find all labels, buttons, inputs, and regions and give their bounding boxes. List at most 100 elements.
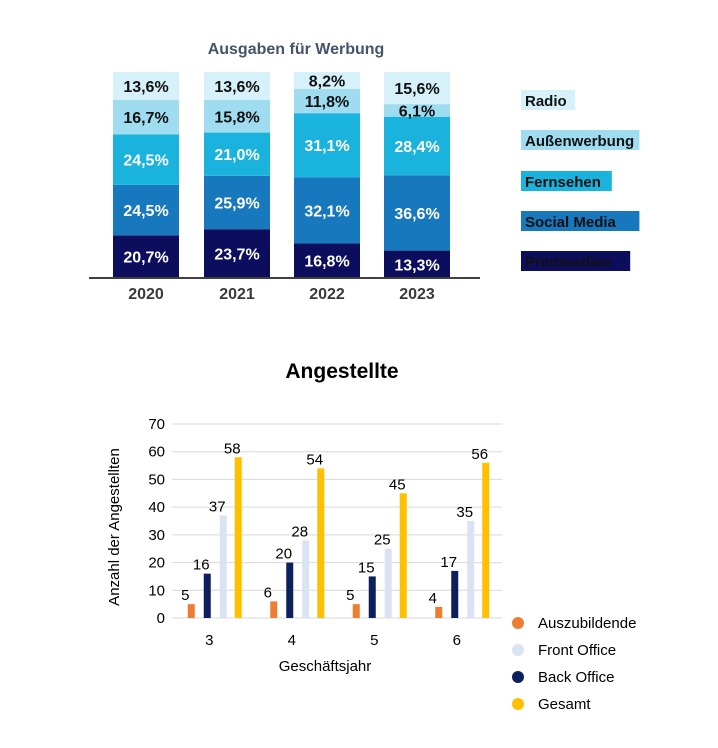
bar-gesamt-5: [399, 493, 407, 618]
data-label: 4: [429, 590, 437, 607]
data-label: 28,4%: [394, 139, 439, 156]
bar-außenwerbung-2022: [294, 88, 360, 114]
legend-marker: [512, 644, 524, 656]
x-tick-label: 5: [370, 632, 378, 649]
legend-swatch: [521, 171, 612, 191]
bar-radio-2020: [113, 72, 179, 101]
data-label: 16: [193, 557, 210, 574]
bar-gesamt-4: [317, 468, 325, 618]
data-label: 6,1%: [399, 103, 435, 120]
bar-social-media-2021: [204, 175, 270, 230]
data-label: 37: [209, 498, 226, 515]
data-label: 15,6%: [394, 81, 439, 98]
data-label: 36,6%: [394, 206, 439, 223]
bar-gesamt-3: [234, 457, 242, 618]
y-tick-label: 0: [157, 610, 165, 627]
bar-back-office-3: [203, 573, 211, 618]
data-label: 20,7%: [123, 250, 168, 267]
bar-fernsehen-2023: [384, 116, 450, 176]
data-label: 28: [291, 523, 308, 540]
data-label: 8,2%: [309, 73, 345, 90]
chart-title: Ausgaben für Werbung: [208, 41, 385, 58]
bar-radio-2022: [294, 72, 360, 89]
bar-gesamt-6: [482, 462, 490, 618]
bar-back-office-6: [451, 570, 459, 618]
bar-radio-2021: [204, 72, 270, 101]
legend-label: Auszubildende: [538, 615, 636, 632]
legend-swatch: [521, 251, 631, 271]
legend-label: Social Media: [525, 214, 617, 231]
legend-label: Printmedien: [525, 254, 612, 271]
advertising-spend-chart: Ausgaben für Werbung 20,7% 24,5% 24,5% 16,7…: [89, 41, 640, 303]
bar-radio-2023: [384, 72, 450, 105]
data-label: 25: [374, 532, 391, 549]
legend-label: Back Office: [538, 669, 614, 686]
bar-front-office-4: [302, 540, 310, 618]
bar-social-media-2020: [113, 184, 179, 236]
x-tick-labels: 3 4 5 6: [205, 632, 461, 649]
bar-printmedien-2021: [204, 229, 270, 278]
y-tick-labels: 0 10 20 30 40 50 60 70: [148, 416, 165, 627]
bar-back-office-5: [368, 576, 376, 618]
y-axis-title: Anzahl der Angestellten: [106, 448, 123, 606]
bar-front-office-5: [384, 548, 392, 618]
data-label: 32,1%: [304, 203, 349, 220]
x-tick-label: 2023: [399, 286, 435, 303]
data-label: 13,6%: [214, 79, 259, 96]
data-label: 16,8%: [304, 254, 349, 271]
data-label: 45: [389, 476, 406, 493]
y-tick-label: 10: [148, 582, 165, 599]
bar-social-media-2023: [384, 175, 450, 251]
data-label: 15: [358, 559, 375, 576]
bar-auszubildende-3: [187, 604, 195, 618]
legend-marker: [512, 617, 524, 629]
legend: Radio Außenwerbung Fernsehen Social Media Pr…: [521, 90, 640, 271]
legend-label: Radio: [525, 93, 567, 110]
data-label: 24,5%: [123, 153, 168, 170]
bar-auszubildende-5: [352, 604, 360, 618]
bar-printmedien-2020: [113, 235, 179, 278]
chart-title: Angestellte: [285, 360, 398, 383]
data-label: 58: [224, 440, 241, 457]
legend-swatch: [521, 211, 640, 231]
y-tick-label: 40: [148, 499, 165, 516]
stacked-bars: 20,7% 24,5% 24,5% 16,7% 13,6% 23,7% 25,9% 21,0%…: [113, 72, 450, 278]
bar-printmedien-2022: [294, 243, 360, 278]
data-label: 13,6%: [123, 79, 168, 96]
data-label: 16,7%: [123, 110, 168, 127]
legend-marker: [512, 698, 524, 710]
data-label: 5: [181, 587, 189, 604]
bar-front-office-6: [467, 521, 475, 618]
legend: Auszubildende Front Office Back Office Gesa…: [512, 615, 636, 713]
x-tick-label: 6: [453, 632, 461, 649]
x-tick-label: 2022: [309, 286, 345, 303]
y-tick-label: 70: [148, 416, 165, 433]
x-axis-title: Geschäftsjahr: [279, 658, 372, 675]
legend-label: Gesamt: [538, 696, 591, 713]
data-label: 21,0%: [214, 147, 259, 164]
y-tick-label: 30: [148, 527, 165, 544]
bar-front-office-3: [219, 515, 227, 618]
data-label: 24,5%: [123, 203, 168, 220]
bar-außenwerbung-2021: [204, 100, 270, 133]
bar-außenwerbung-2020: [113, 100, 179, 135]
bar-printmedien-2023: [384, 250, 450, 278]
bar-back-office-4: [286, 562, 294, 618]
data-label: 6: [264, 584, 272, 601]
y-tick-label: 60: [148, 444, 165, 461]
x-tick-label: 2021: [219, 286, 255, 303]
data-label: 11,8%: [305, 94, 349, 111]
data-label: 54: [306, 451, 323, 468]
legend-swatch: [521, 90, 575, 110]
data-label: 5: [346, 587, 354, 604]
legend-marker: [512, 671, 524, 683]
data-label: 20: [275, 546, 292, 563]
x-tick-label: 4: [288, 632, 296, 649]
legend-label: Fernsehen: [525, 174, 601, 191]
bar-fernsehen-2020: [113, 134, 179, 185]
legend-label: Front Office: [538, 642, 616, 659]
x-tick-label: 2020: [128, 286, 164, 303]
legend-swatch: [521, 130, 640, 150]
